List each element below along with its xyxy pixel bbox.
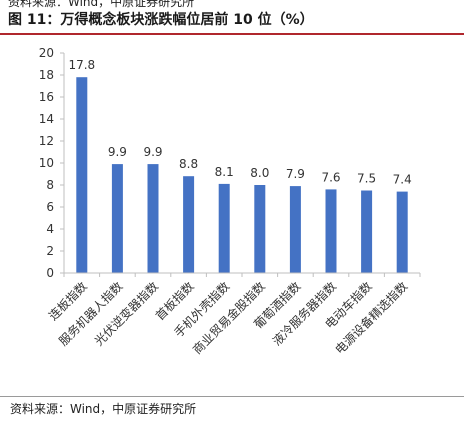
y-tick-label: 18	[39, 68, 54, 82]
data-label: 7.6	[321, 170, 340, 184]
y-tick-label: 16	[39, 90, 54, 104]
data-label: 8.0	[250, 166, 269, 180]
x-tick-label: 服务机器人指数	[56, 279, 126, 349]
data-label: 9.9	[143, 145, 162, 159]
y-tick-label: 2	[46, 244, 54, 258]
bar	[254, 185, 266, 273]
y-tick-label: 4	[46, 222, 54, 236]
bar	[218, 183, 230, 273]
y-tick-label: 6	[46, 200, 54, 214]
source-note: 资料来源：Wind，中原证券研究所	[10, 402, 197, 416]
data-label: 7.5	[357, 172, 376, 186]
x-tick-label: 液冷服务器指数	[269, 279, 339, 349]
y-axis: 0 2 4 6 8 10 12 14 16 18 20	[39, 46, 65, 280]
bar	[147, 164, 159, 273]
data-label: 7.9	[286, 167, 305, 181]
y-tick-label: 8	[46, 178, 54, 192]
data-label: 9.9	[108, 145, 127, 159]
x-tick-label: 光伏逆变器指数	[91, 279, 161, 349]
source-divider	[0, 396, 464, 397]
data-labels: 17.8 9.9 9.9 8.8 8.1 8.0 7.9 7.6 7.5 7.4	[68, 58, 411, 186]
data-label: 17.8	[68, 58, 95, 72]
bar	[183, 176, 195, 273]
bars	[76, 77, 408, 273]
bar	[76, 77, 88, 273]
y-tick-label: 10	[39, 156, 54, 170]
data-label: 8.1	[215, 165, 234, 179]
y-tick-label: 20	[39, 46, 54, 60]
figure-title: 图 11：万得概念板块涨跌幅位居前 10 位（%）	[8, 12, 314, 28]
bar-chart: 0 2 4 6 8 10 12 14 16 18 20 17.8 9.9 9.9 8.8 8.1 8.0 7.9…	[39, 46, 421, 357]
y-tick-label: 0	[46, 266, 54, 280]
bar	[325, 189, 337, 273]
figure-title-bar: 图 11：万得概念板块涨跌幅位居前 10 位（%）	[0, 6, 464, 35]
top-source-text: 资料来源：Wind，中原证券研究所	[8, 0, 195, 9]
y-tick-label: 12	[39, 134, 54, 148]
y-tick-label: 14	[39, 112, 54, 126]
x-axis: 连板指数服务机器人指数光伏逆变器指数首板指数手机外壳指数商业贸易金股指数葡萄酒指…	[45, 272, 421, 357]
bar	[396, 191, 408, 273]
title-rule	[0, 33, 464, 35]
data-label: 7.4	[393, 173, 412, 187]
data-label: 8.8	[179, 157, 198, 171]
bar	[289, 186, 301, 273]
bar	[361, 190, 373, 273]
bar	[111, 164, 123, 273]
